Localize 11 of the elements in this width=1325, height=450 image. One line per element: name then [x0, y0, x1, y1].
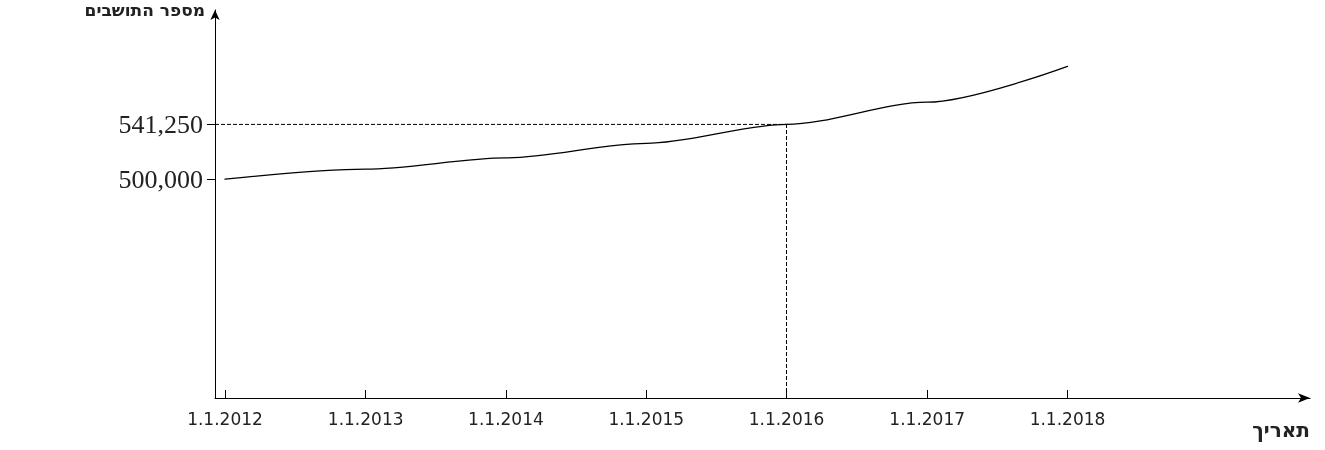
- x-tick-label: 1.1.2014: [468, 408, 544, 429]
- x-tick-label: 1.1.2013: [327, 408, 404, 429]
- x-tick-label: 1.1.2017: [889, 408, 966, 429]
- x-tick-label: 1.1.2016: [748, 408, 825, 429]
- x-tick-label: 1.1.2012: [187, 408, 263, 429]
- y-axis-title: מספר התושבים: [84, 0, 205, 20]
- y-tick-label: 541,250: [118, 109, 203, 139]
- x-axis-title: תאריך: [1252, 418, 1310, 442]
- x-tick-label: 1.1.2015: [608, 408, 685, 429]
- y-tick-label: 500,000: [118, 164, 203, 194]
- x-tick-label: 1.1.2018: [1029, 408, 1106, 429]
